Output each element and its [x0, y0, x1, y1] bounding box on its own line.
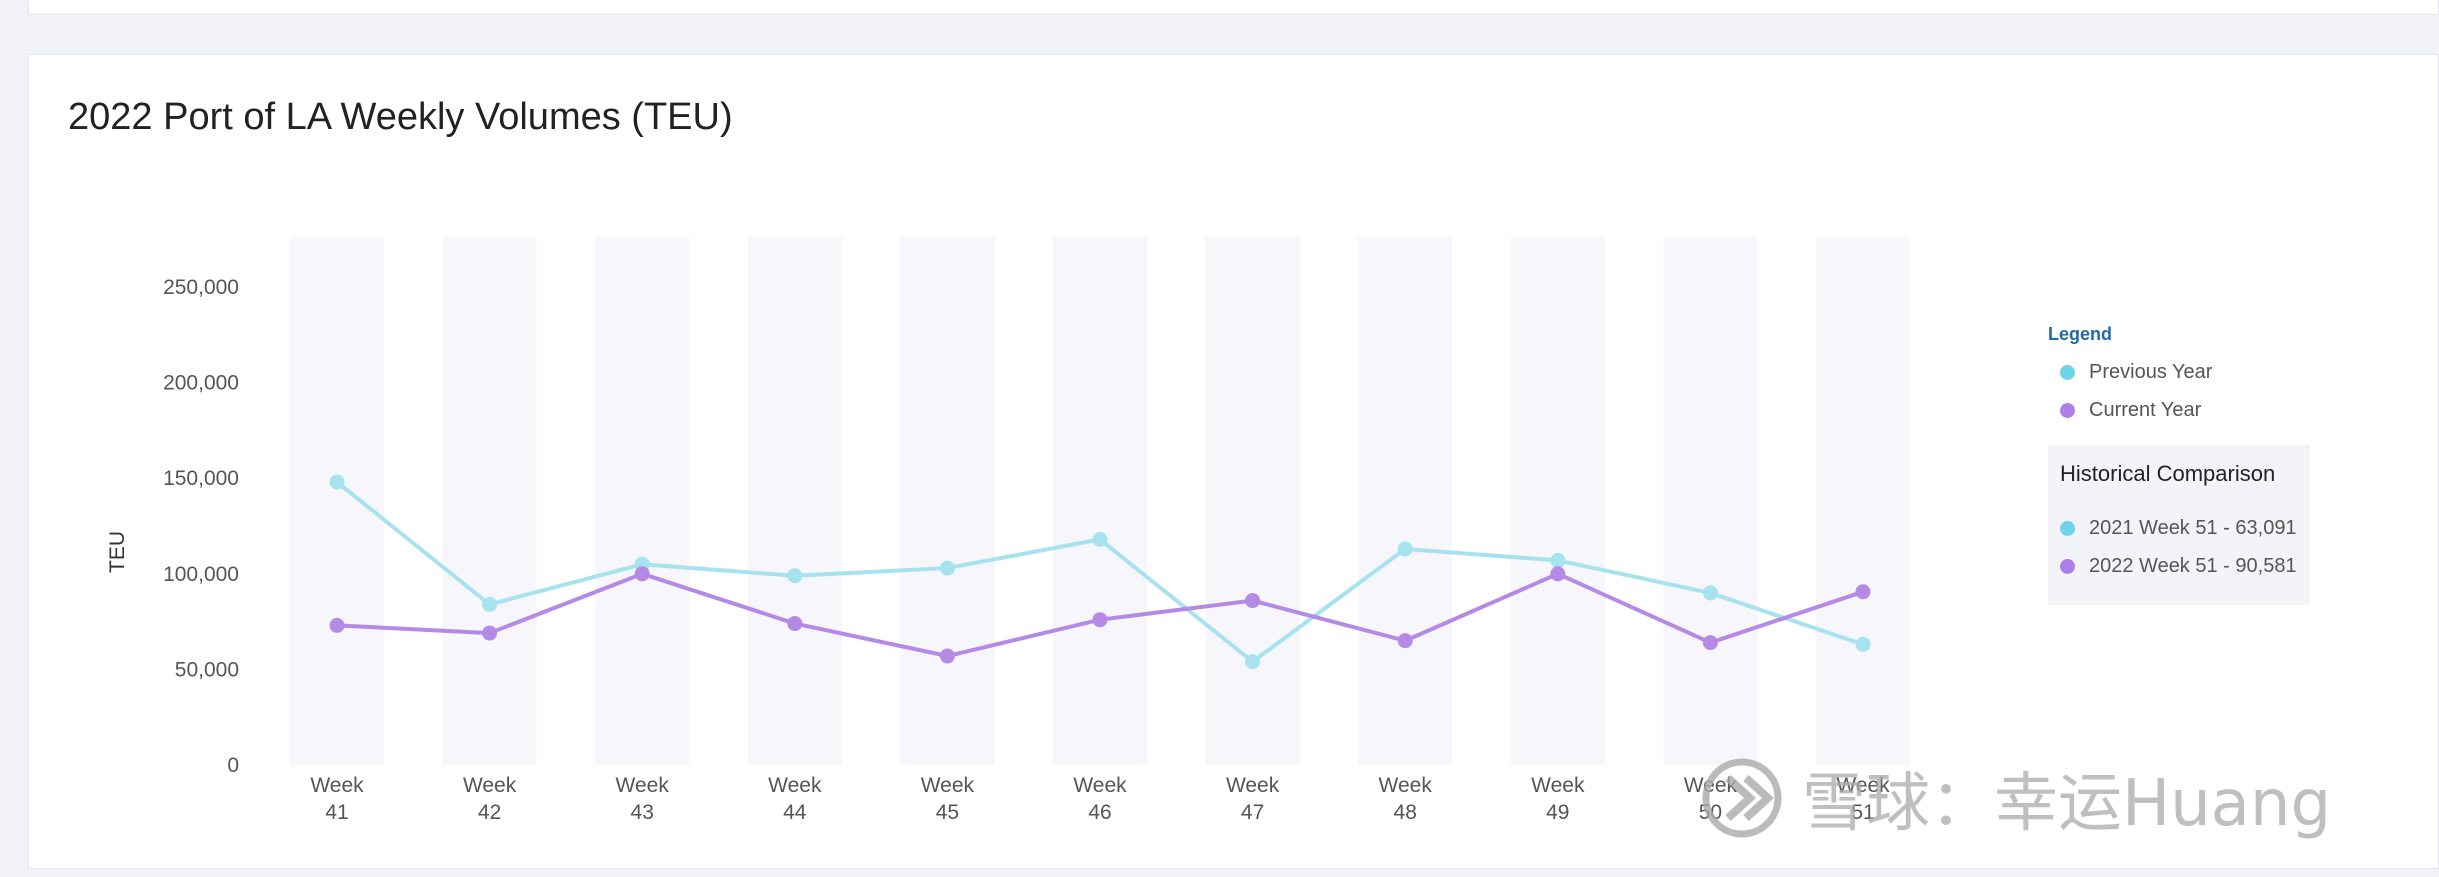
x-tick-label: Week: [463, 774, 517, 797]
category-band: [442, 237, 537, 765]
x-tick-label: 43: [631, 801, 654, 824]
x-tick-label: Week: [1226, 774, 1280, 797]
watermark-text: 雪球：幸运Huang: [1802, 767, 2332, 841]
category-band: [900, 237, 995, 765]
legend-label-current-year: Current Year: [2089, 398, 2202, 421]
data-point-previous-year: [482, 596, 498, 612]
y-tick-label: 50,000: [175, 658, 239, 681]
y-axis-label: TEU: [106, 531, 129, 573]
category-band: [1510, 237, 1605, 765]
historical-comparison-title: Historical Comparison: [2060, 461, 2276, 486]
data-point-previous-year: [939, 560, 955, 576]
data-point-previous-year: [1397, 541, 1413, 557]
y-tick-label: 250,000: [163, 276, 239, 299]
legend-label-previous-year: Previous Year: [2089, 360, 2213, 383]
data-point-previous-year: [1702, 585, 1718, 601]
category-band: [1816, 237, 1910, 765]
previous-year-dot-icon: [2060, 364, 2075, 380]
data-point-current-year: [787, 616, 803, 632]
y-tick-label: 200,000: [163, 372, 239, 395]
category-band: [1663, 237, 1758, 765]
data-point-current-year: [329, 617, 345, 633]
previous-year-dot-icon: [2060, 520, 2075, 536]
data-point-current-year: [482, 625, 498, 641]
x-tick-label: 49: [1546, 801, 1569, 824]
x-tick-label: Week: [1836, 774, 1890, 797]
x-tick-label: 44: [783, 801, 807, 824]
data-point-current-year: [1702, 635, 1718, 651]
category-band: [747, 237, 842, 765]
category-band: [290, 237, 384, 765]
historical-label-2021: 2021 Week 51 - 63,091: [2089, 516, 2297, 539]
x-tick-label: Week: [768, 774, 822, 797]
x-tick-label: Week: [1379, 774, 1433, 797]
data-point-previous-year: [1855, 636, 1871, 652]
data-point-previous-year: [1245, 654, 1261, 670]
data-point-previous-year: [329, 474, 345, 490]
y-tick-label: 0: [227, 754, 239, 777]
x-tick-label: Week: [921, 774, 975, 797]
x-tick-label: 48: [1394, 801, 1417, 824]
data-point-current-year: [1092, 612, 1108, 628]
current-year-dot-icon: [2060, 558, 2075, 574]
watermark: 雪球：幸运Huang: [1700, 752, 2331, 844]
x-tick-label: Week: [310, 774, 364, 797]
chart-title: 2022 Port of LA Weekly Volumes (TEU): [68, 96, 733, 138]
category-band: [1053, 237, 1147, 765]
data-point-current-year: [939, 648, 955, 664]
data-point-current-year: [1550, 566, 1566, 582]
legend-item-current-year[interactable]: Current Year: [2048, 391, 2310, 429]
snowball-logo-icon: [1702, 758, 1782, 838]
historical-item-2021: 2021 Week 51 - 63,091: [2060, 509, 2298, 547]
legend-item-previous-year[interactable]: Previous Year: [2048, 353, 2310, 391]
data-point-current-year: [1855, 584, 1871, 600]
historical-item-2022: 2022 Week 51 - 90,581: [2060, 547, 2298, 585]
current-year-dot-icon: [2060, 402, 2075, 418]
data-point-current-year: [634, 566, 650, 582]
data-point-current-year: [1397, 633, 1413, 649]
data-point-previous-year: [1550, 552, 1566, 568]
x-tick-label: 45: [936, 801, 959, 824]
x-tick-label: Week: [616, 774, 670, 797]
legend-title: Legend: [2048, 324, 2113, 344]
category-band: [1358, 237, 1453, 765]
historical-label-2022: 2022 Week 51 - 90,581: [2089, 554, 2297, 577]
x-tick-label: Week: [1073, 774, 1127, 797]
x-tick-label: Week: [1531, 774, 1585, 797]
x-tick-label: 42: [478, 801, 501, 824]
historical-comparison-box: Historical Comparison 2021 Week 51 - 63,…: [2048, 445, 2310, 605]
x-tick-label: 47: [1241, 801, 1264, 824]
x-tick-label: 41: [325, 801, 348, 824]
x-tick-label: 46: [1088, 801, 1111, 824]
data-point-previous-year: [787, 568, 803, 584]
data-point-previous-year: [1092, 531, 1108, 547]
y-tick-label: 150,000: [163, 467, 239, 490]
category-band: [1205, 237, 1300, 765]
category-band: [595, 237, 690, 765]
x-tick-label: 51: [1851, 801, 1874, 824]
legend-panel: Legend Previous Year Current Year Histor…: [2048, 324, 2310, 605]
data-point-current-year: [1245, 593, 1261, 609]
y-tick-label: 100,000: [163, 563, 239, 586]
